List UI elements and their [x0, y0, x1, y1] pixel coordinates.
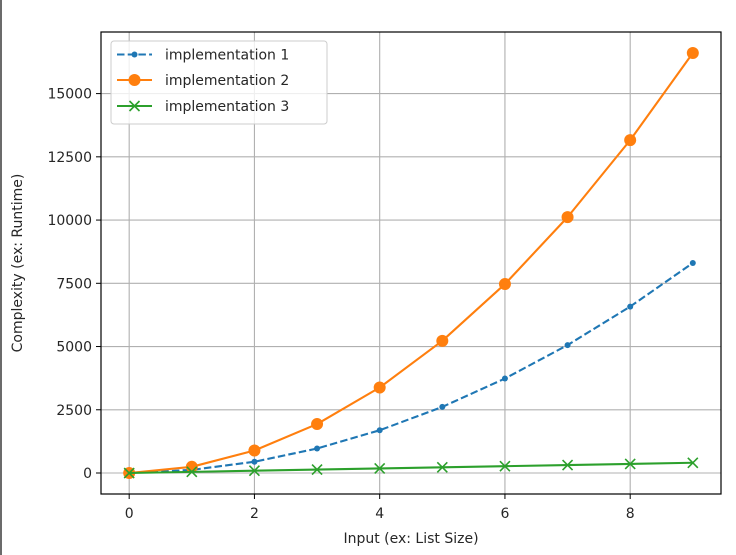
- series-lines: [123, 46, 699, 480]
- x-marker: [311, 464, 323, 476]
- x-marker: [436, 461, 448, 473]
- circle-marker: [373, 381, 386, 394]
- circle-marker: [128, 74, 141, 86]
- y-tick-label: 12500: [47, 150, 92, 166]
- x-tick-label: 8: [626, 506, 635, 522]
- y-tick-label: 7500: [56, 276, 92, 292]
- point-marker: [251, 458, 258, 465]
- point-marker: [689, 259, 696, 266]
- series-3: [123, 457, 699, 479]
- circle-marker: [248, 444, 261, 457]
- circle-marker: [311, 418, 324, 431]
- point-marker: [314, 445, 321, 452]
- series-1: [126, 259, 696, 477]
- legend-entry-2: implementation 2: [117, 73, 289, 89]
- x-marker: [624, 458, 636, 470]
- circle-marker: [561, 211, 574, 224]
- legend-label: implementation 1: [165, 48, 289, 64]
- axes-frame: [100, 31, 722, 495]
- tick-marks: 0 2 4 6 8 0 2500 5000 7500 10000 12500 15000: [47, 87, 634, 522]
- y-tick-label: 10000: [47, 213, 92, 229]
- legend-label: implementation 2: [165, 73, 289, 89]
- circle-marker: [498, 278, 511, 291]
- legend-entry-1: implementation 1: [117, 48, 289, 64]
- point-marker: [564, 342, 571, 349]
- y-tick-label: 0: [83, 466, 92, 482]
- x-tick-label: 0: [125, 506, 134, 522]
- plot-area-frame: [100, 31, 722, 495]
- point-marker: [131, 51, 138, 58]
- x-marker: [128, 100, 141, 112]
- x-tick-label: 2: [250, 506, 259, 522]
- point-marker: [376, 427, 383, 434]
- x-marker: [499, 460, 511, 472]
- series-line: [129, 461, 693, 475]
- x-marker: [374, 462, 386, 475]
- x-marker: [248, 465, 260, 477]
- series-line: [129, 52, 694, 475]
- circle-marker: [686, 46, 699, 59]
- y-tick-label: 2500: [56, 403, 92, 419]
- x-marker: [687, 457, 699, 469]
- x-tick-label: 4: [375, 506, 384, 522]
- window-left-border: [0, 0, 2, 555]
- y-axis-label: Complexity (ex: Runtime): [10, 174, 26, 353]
- x-marker: [123, 467, 135, 479]
- point-marker: [439, 403, 446, 410]
- circle-marker: [436, 334, 449, 347]
- y-tick-label: 5000: [56, 340, 92, 356]
- x-marker: [186, 466, 198, 478]
- circle-marker: [624, 134, 637, 147]
- legend: implementation 1 implementation 2 implemen…: [110, 40, 328, 125]
- y-tick-label: 15000: [47, 87, 92, 103]
- point-marker: [501, 375, 508, 382]
- legend-box: [110, 40, 328, 125]
- series-line: [129, 262, 694, 475]
- x-marker: [562, 459, 574, 471]
- x-tick-label: 6: [500, 506, 509, 522]
- legend-label: implementation 3: [165, 99, 289, 115]
- legend-entry-3: implementation 3: [117, 99, 289, 115]
- x-axis-label: Input (ex: List Size): [343, 531, 478, 547]
- point-marker: [627, 303, 634, 310]
